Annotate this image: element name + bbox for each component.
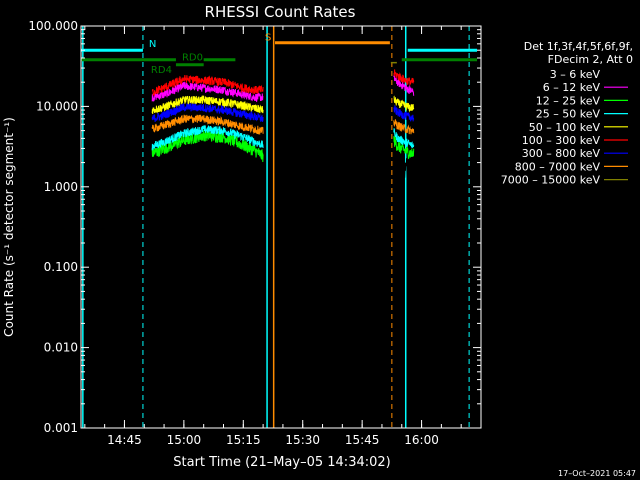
y-tick-label: 0.010 (44, 341, 78, 355)
series-line (151, 102, 264, 123)
attenuator-label: RD4 (151, 65, 172, 76)
y-tick-label: 0.100 (44, 260, 78, 274)
attenuator-label: S (265, 33, 271, 44)
series-line (393, 73, 415, 96)
y-tick-label: 0.001 (44, 421, 78, 435)
legend-entry-label: 6 – 12 keV (543, 81, 601, 94)
attenuator-label: RD0 (182, 53, 203, 64)
series-line (393, 128, 415, 149)
attenuator-segments: N RD4 RD0 S (81, 33, 478, 76)
plot-frame (80, 25, 482, 429)
generated-timestamp: 17–Oct–2021 05:47 (558, 469, 636, 478)
series-line (151, 125, 264, 151)
legend-entry-label: 50 – 100 keV (529, 121, 601, 134)
legend-entry-label: 12 – 25 keV (536, 94, 601, 107)
series-line (151, 94, 264, 115)
x-tick-label: 15:15 (226, 433, 261, 447)
y-axis-label: Count Rate (s⁻¹ detector segment⁻¹) (2, 117, 16, 337)
series-line (151, 74, 264, 97)
y-axis: 100.000 10.000 1.000 0.100 0.010 0.001 (28, 19, 481, 435)
series-line (393, 136, 415, 159)
x-axis-label: Start Time (21–May–05 14:34:02) (173, 455, 390, 470)
legend-entry-label: 3 – 6 keV (550, 68, 601, 81)
x-tick-label: 16:00 (404, 433, 439, 447)
x-axis: 14:45 15:00 15:15 15:30 15:45 16:00 (84, 26, 482, 447)
legend-entry-label: 7000 – 15000 keV (501, 174, 601, 187)
legend-entry-label: 100 – 300 keV (522, 134, 601, 147)
x-tick-label: 15:30 (285, 433, 320, 447)
y-tick-label: 1.000 (44, 180, 78, 194)
series-line (393, 119, 415, 135)
attenuator-label: N (149, 39, 156, 50)
legend-entry-label: 25 – 50 keV (536, 108, 601, 121)
legend: Det 1f,3f,4f,5f,6f,9f,FDecim 2, Att 0 3 –… (501, 40, 633, 187)
series-line (393, 95, 415, 113)
x-tick-label: 14:45 (107, 433, 142, 447)
series-lines (151, 61, 415, 196)
y-tick-label: 100.000 (28, 19, 78, 33)
series-line (151, 114, 264, 135)
legend-entry-label: 800 – 7000 keV (515, 160, 601, 173)
x-tick-label: 15:45 (345, 433, 380, 447)
vertical-markers (82, 26, 470, 428)
legend-entry-label: 300 – 800 keV (522, 147, 601, 160)
series-line (393, 130, 415, 196)
y-tick-label: 10.000 (36, 99, 78, 113)
legend-header: FDecim 2, Att 0 (548, 53, 633, 66)
x-tick-label: 15:00 (167, 433, 202, 447)
series-line (393, 69, 415, 86)
chart-title: RHESSI Count Rates (205, 3, 356, 21)
legend-header: Det 1f,3f,4f,5f,6f,9f, (524, 40, 633, 53)
series-line (393, 104, 415, 122)
